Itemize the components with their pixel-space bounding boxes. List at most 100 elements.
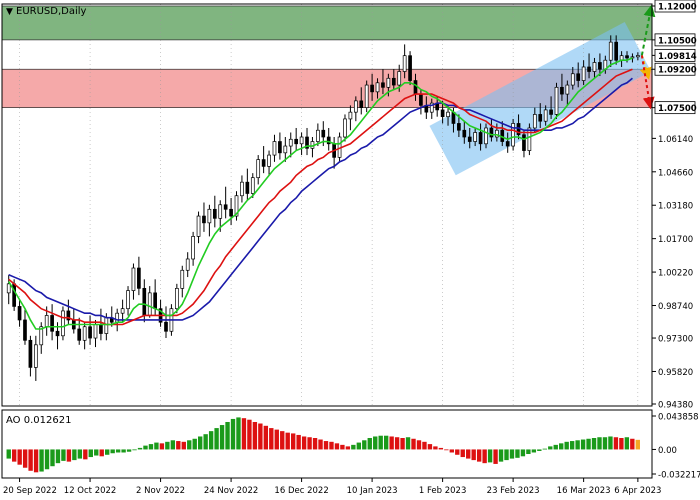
candle xyxy=(636,52,640,61)
ao-bar xyxy=(504,449,509,461)
candles-layer xyxy=(6,35,640,381)
level-tag xyxy=(654,101,696,115)
ao-bar xyxy=(17,449,22,465)
ao-bar xyxy=(55,449,61,464)
candle xyxy=(305,127,309,156)
candle xyxy=(256,155,261,185)
candle xyxy=(353,96,358,122)
candle xyxy=(608,35,613,67)
ao-bar xyxy=(466,449,471,459)
symbol-dropdown-icon[interactable]: ▼ xyxy=(6,7,13,17)
ao-bar xyxy=(28,449,33,471)
candle xyxy=(489,118,494,142)
symbol-label: EURUSD,Daily xyxy=(16,6,87,17)
candle xyxy=(440,100,445,124)
ao-bar xyxy=(619,438,624,450)
ao-bar xyxy=(493,449,498,464)
candle xyxy=(23,308,27,345)
ao-bar xyxy=(148,444,154,450)
ao-bar xyxy=(154,442,159,450)
ao-bar xyxy=(351,444,356,450)
ao-bar xyxy=(383,435,389,450)
level-tag xyxy=(654,0,696,13)
ao-bar xyxy=(405,437,411,450)
ao-bar xyxy=(50,449,55,467)
ao-bar xyxy=(33,449,39,473)
x-tick-label: 20 Sep 2022 xyxy=(3,486,57,496)
ao-bar xyxy=(580,439,586,450)
ao-bar xyxy=(236,417,241,450)
candle xyxy=(299,132,304,156)
ao-bar xyxy=(285,432,290,450)
ao-bar xyxy=(6,449,11,459)
ao-bar xyxy=(94,449,99,456)
ao-bar xyxy=(143,445,148,450)
ao-bar xyxy=(312,438,318,450)
ao-bar xyxy=(12,449,17,462)
ao-bar xyxy=(520,449,526,457)
candle xyxy=(543,105,548,126)
slow-moving-average xyxy=(8,77,633,321)
candle xyxy=(164,306,168,339)
candle xyxy=(549,96,553,119)
ao-bar xyxy=(192,438,197,450)
ao-bar xyxy=(181,441,186,450)
ao-bar xyxy=(170,440,176,450)
candle xyxy=(82,322,87,350)
ao-y-tick-label: 0.043858 xyxy=(658,413,699,423)
ao-bar xyxy=(449,449,454,453)
candle xyxy=(240,175,244,203)
x-tick-label: 2 Nov 2022 xyxy=(136,486,185,496)
candle xyxy=(457,114,461,138)
ao-y-tick-label: -0.032217 xyxy=(658,471,700,481)
level-tag xyxy=(654,62,696,76)
candle xyxy=(180,265,185,298)
ao-bar xyxy=(269,428,274,450)
y-tick-label: 1.00220 xyxy=(658,269,693,279)
y-tick-label: 0.98740 xyxy=(658,302,693,312)
ao-bar xyxy=(340,444,345,450)
ao-bar xyxy=(77,449,83,459)
ao-bar xyxy=(39,449,44,472)
candle xyxy=(408,51,412,86)
ao-bar xyxy=(318,439,323,450)
candle xyxy=(592,57,597,79)
ao-bar xyxy=(137,447,143,450)
y-tick-label: 1.09814 xyxy=(658,52,697,62)
ao-bar xyxy=(509,449,515,459)
ao-bar xyxy=(280,431,285,450)
ao-bar xyxy=(274,429,279,450)
candle xyxy=(137,256,141,296)
candle xyxy=(272,134,277,162)
ao-bar xyxy=(591,438,597,450)
candle xyxy=(202,202,206,232)
ao-bar xyxy=(526,449,531,455)
candle xyxy=(478,123,483,151)
ao-bar xyxy=(362,440,367,450)
candle xyxy=(316,123,320,147)
candle xyxy=(278,132,282,160)
candle xyxy=(598,53,602,77)
forecast-arrows-layer xyxy=(639,4,656,110)
candle xyxy=(234,191,239,221)
ao-bar xyxy=(61,449,66,461)
candle xyxy=(391,69,396,90)
x-tick-label: 10 Jan 2023 xyxy=(347,486,398,496)
ao-bar xyxy=(586,438,591,450)
ao-bar xyxy=(455,449,460,455)
ao-bar xyxy=(198,436,203,450)
ao-bar xyxy=(323,441,329,450)
candle xyxy=(364,80,369,113)
candle xyxy=(570,66,575,90)
ao-bar xyxy=(126,449,132,452)
candle xyxy=(359,87,364,115)
ao-bar xyxy=(219,425,225,450)
bearish-forecast-arrow xyxy=(640,55,655,110)
candle xyxy=(191,231,195,266)
ao-bar xyxy=(564,441,569,450)
candle xyxy=(527,123,532,156)
candle xyxy=(505,132,510,153)
ao-bar xyxy=(487,449,493,463)
x-tick-label: 16 Dec 2022 xyxy=(274,486,328,496)
